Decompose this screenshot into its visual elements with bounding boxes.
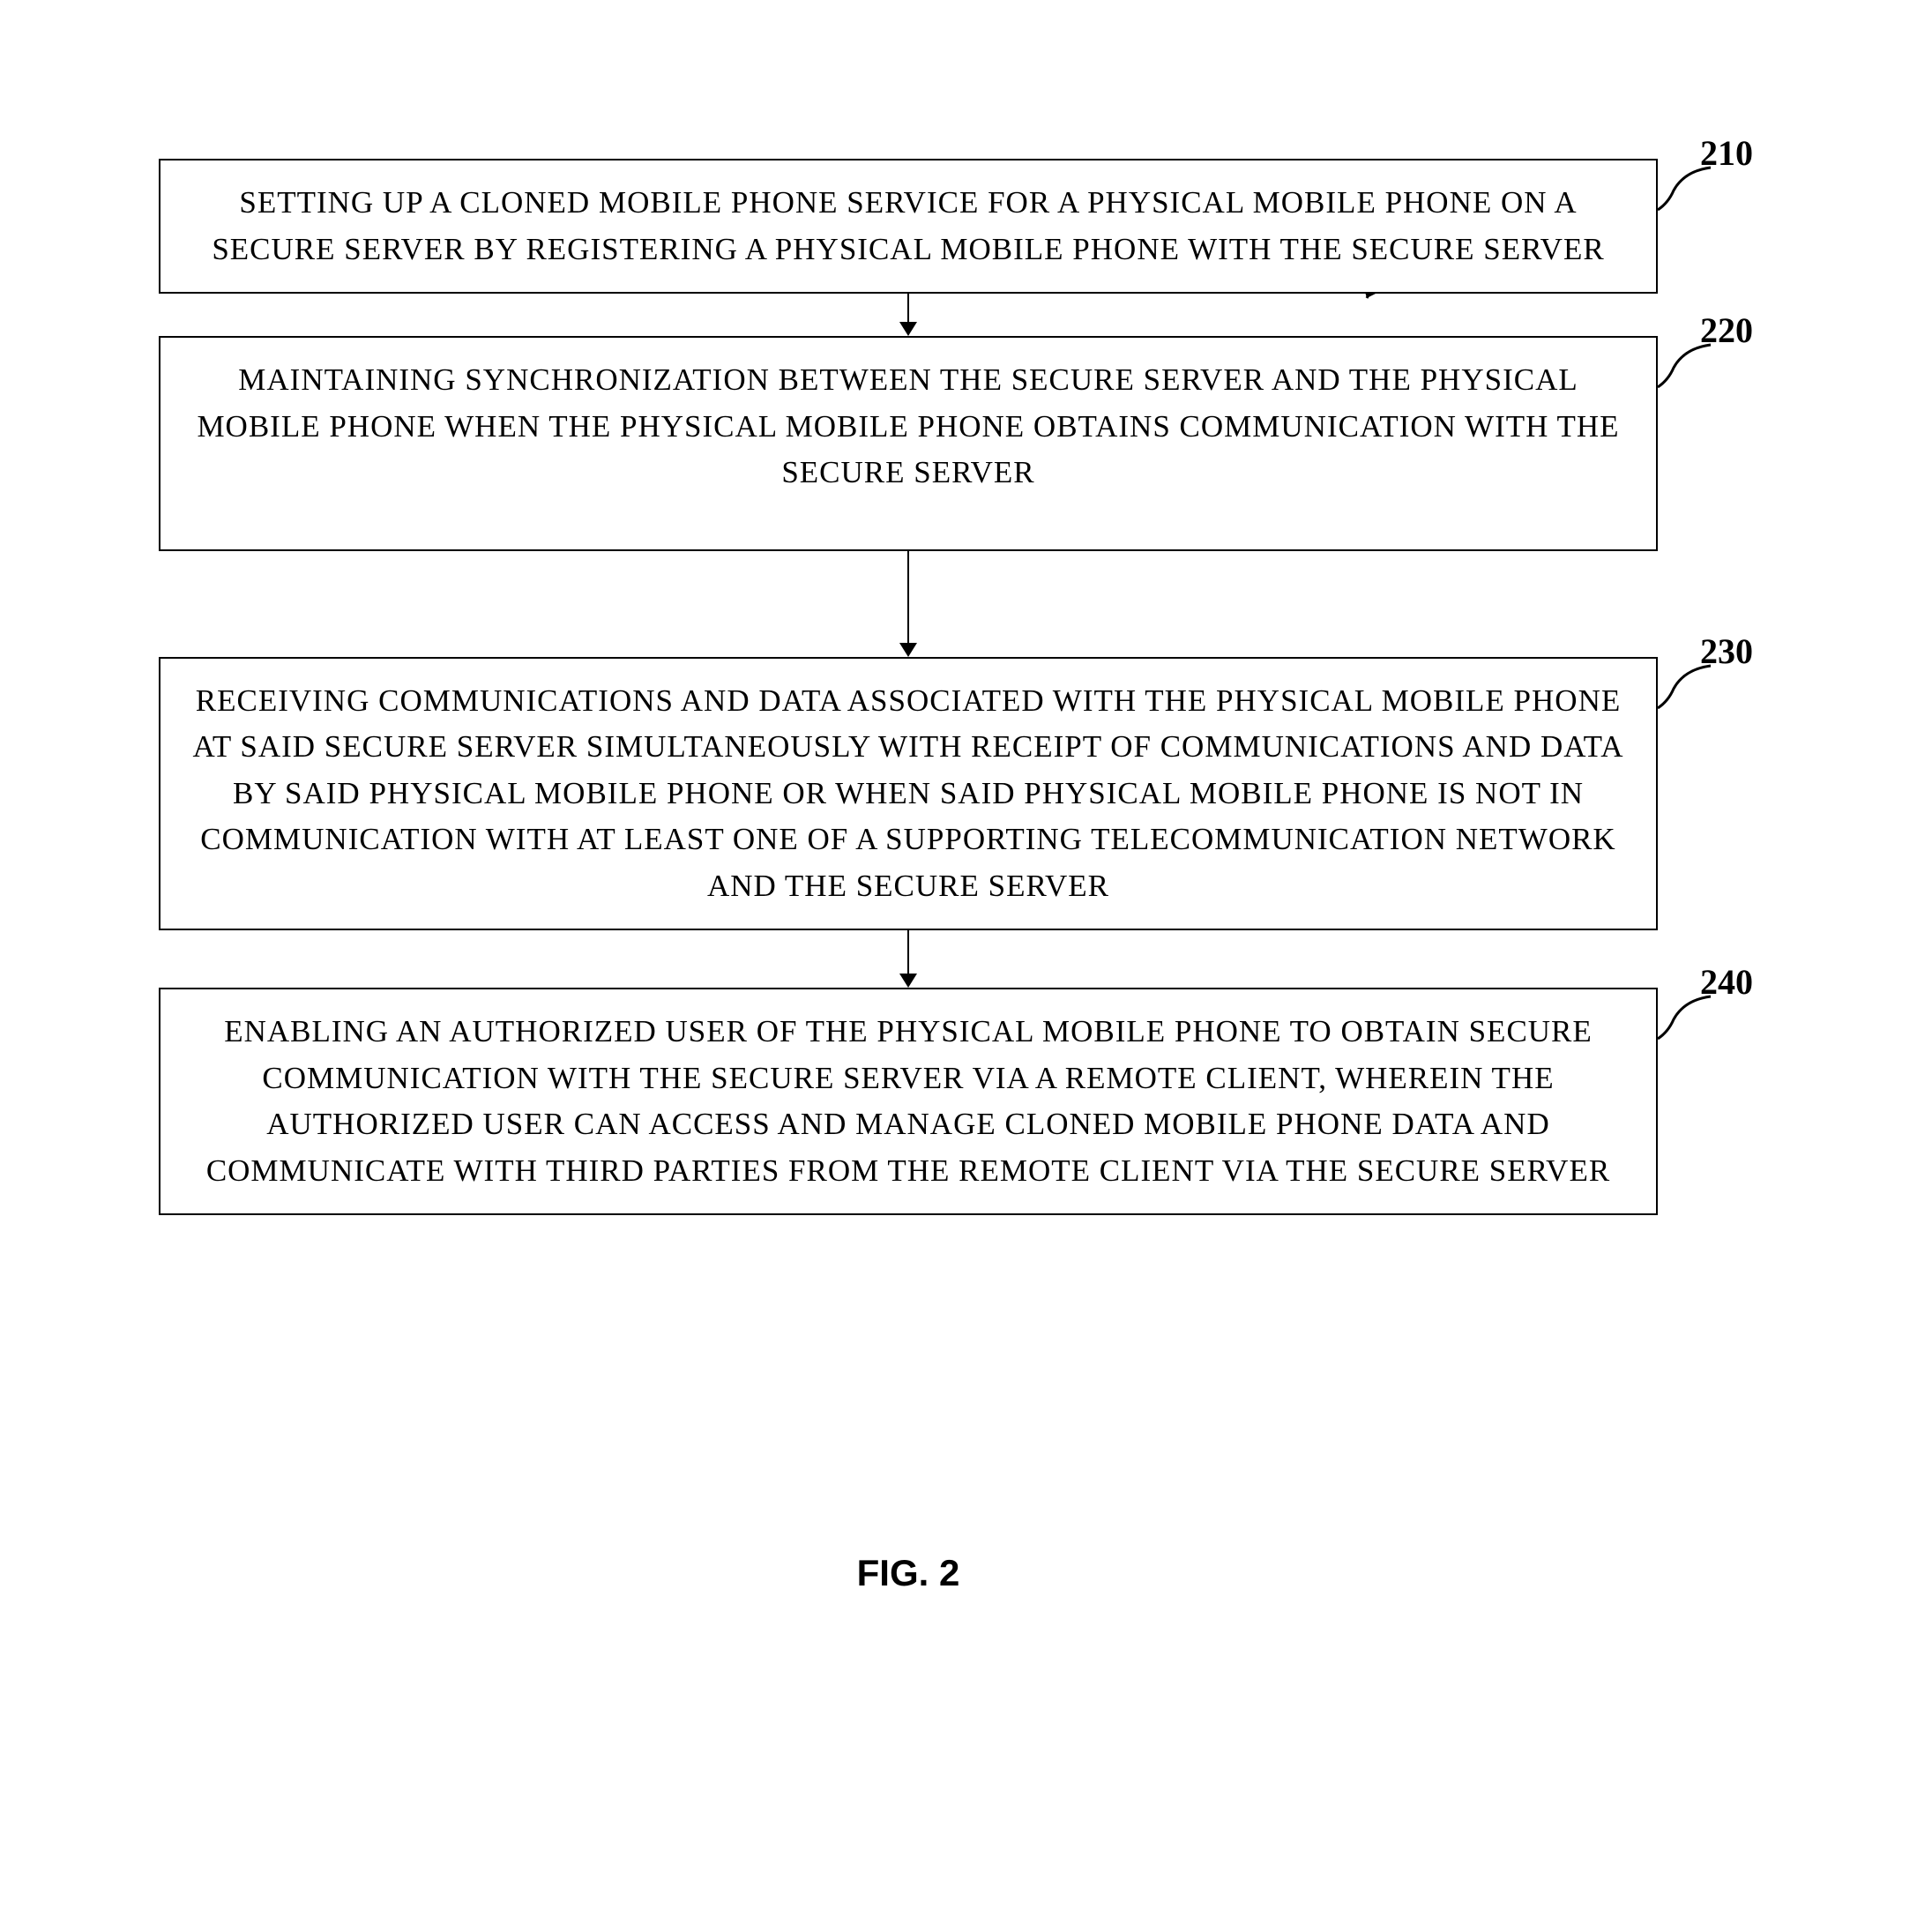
ref-210-curve-icon [1658,166,1719,219]
flowchart-box-230: RECEIVING COMMUNICATIONS AND DATA ASSOCI… [159,657,1658,931]
connector-3 [159,930,1658,988]
ref-230-curve-icon [1658,664,1719,717]
connector-2 [159,551,1658,657]
connector-1 [159,294,1658,336]
figure-label: FIG. 2 [159,1552,1658,1594]
ref-240-curve-icon [1658,995,1719,1048]
arrow-down-icon [891,551,926,657]
flowchart-box-220: MAINTAINING SYNCHRONIZATION BETWEEN THE … [159,336,1658,551]
box-240-text: ENABLING AN AUTHORIZED USER OF THE PHYSI… [187,1009,1630,1194]
flowchart-box-240: ENABLING AN AUTHORIZED USER OF THE PHYSI… [159,988,1658,1215]
box-230-text: RECEIVING COMMUNICATIONS AND DATA ASSOCI… [187,678,1630,910]
ref-220-curve-icon [1658,343,1719,396]
box-220-text: MAINTAINING SYNCHRONIZATION BETWEEN THE … [187,357,1630,496]
flowchart-container: 200 SETTING UP A CLONED MOBILE PHONE SER… [159,159,1728,1215]
arrow-down-icon [891,930,926,988]
arrow-down-icon [891,294,926,336]
box-210-text: SETTING UP A CLONED MOBILE PHONE SERVICE… [187,180,1630,272]
flowchart-box-210: SETTING UP A CLONED MOBILE PHONE SERVICE… [159,159,1658,294]
